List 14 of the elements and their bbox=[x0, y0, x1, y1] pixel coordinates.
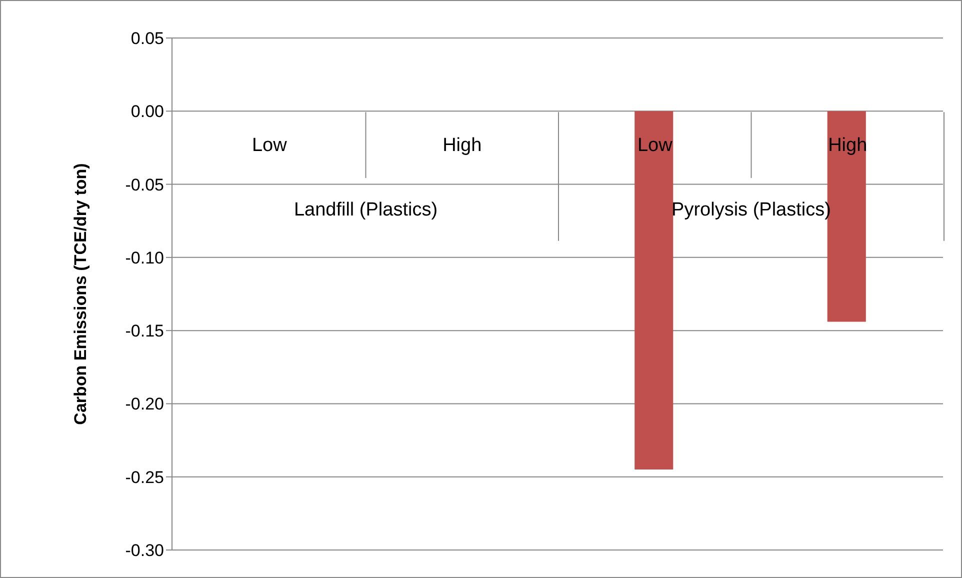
x-tick-label: Low bbox=[252, 135, 288, 156]
y-tick-label: 0.05 bbox=[130, 29, 164, 48]
y-tick-label: -0.15 bbox=[125, 322, 164, 341]
x-tick-label: High bbox=[442, 135, 482, 156]
y-axis-title: Carbon Emissions (TCE/dry ton) bbox=[71, 163, 90, 425]
y-tick-label: -0.25 bbox=[125, 468, 164, 487]
y-tick-label: -0.10 bbox=[125, 248, 164, 268]
annotation: Landfill (Plastics) bbox=[294, 199, 438, 220]
y-tick-label: 0.00 bbox=[130, 102, 164, 122]
x-tick-label: High bbox=[828, 135, 868, 156]
y-tick-label: -0.05 bbox=[125, 175, 164, 194]
y-tick-label: -0.20 bbox=[125, 394, 164, 414]
x-tick-label: Low bbox=[637, 135, 673, 156]
y-tick-label: -0.30 bbox=[125, 541, 164, 560]
